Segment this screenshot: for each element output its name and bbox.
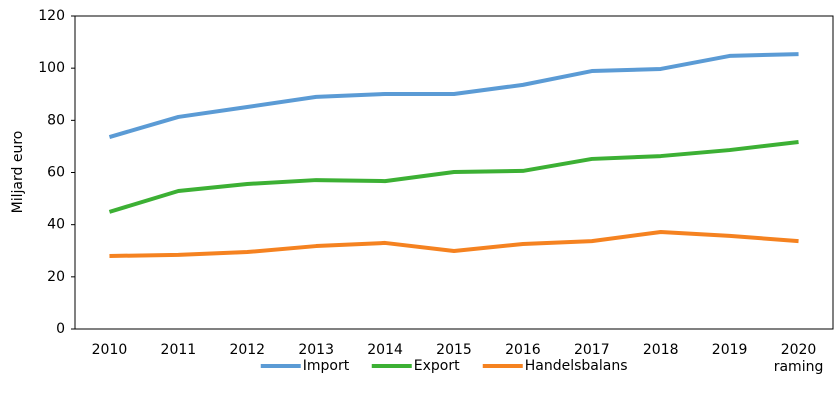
x-tick-label: 2019 (711, 342, 748, 358)
x-tick-label: 2015 (436, 342, 472, 358)
x-tick-label: 2011 (160, 342, 197, 358)
x-tick-label: 2018 (642, 342, 679, 358)
y-tick-label: 120 (38, 8, 65, 24)
y-axis-label: Miljard euro (10, 131, 26, 214)
x-tick-label: 2017 (573, 342, 610, 358)
x-tick-label: 2013 (298, 342, 334, 358)
x-tick-label: 2010 (91, 342, 128, 358)
y-tick-label: 60 (47, 165, 65, 181)
line-series (108, 139, 799, 214)
y-tick-label: 0 (56, 321, 65, 337)
y-tick-label: 20 (47, 269, 65, 285)
x-tick-label: 2014 (367, 342, 403, 358)
x-tick-label: 2016 (505, 342, 541, 358)
legend-label: Import (303, 358, 350, 374)
legend-label: Export (414, 358, 460, 374)
y-tick-label: 100 (38, 60, 65, 76)
y-tick-label: 40 (47, 217, 65, 233)
x-tick-label: 2012 (229, 342, 266, 358)
y-tick-label: 80 (47, 112, 65, 128)
line-series (109, 229, 799, 258)
x-tick-label: 2020 raming (773, 342, 824, 375)
line-series (108, 52, 799, 139)
legend-label: Handelsbalans (525, 358, 628, 374)
